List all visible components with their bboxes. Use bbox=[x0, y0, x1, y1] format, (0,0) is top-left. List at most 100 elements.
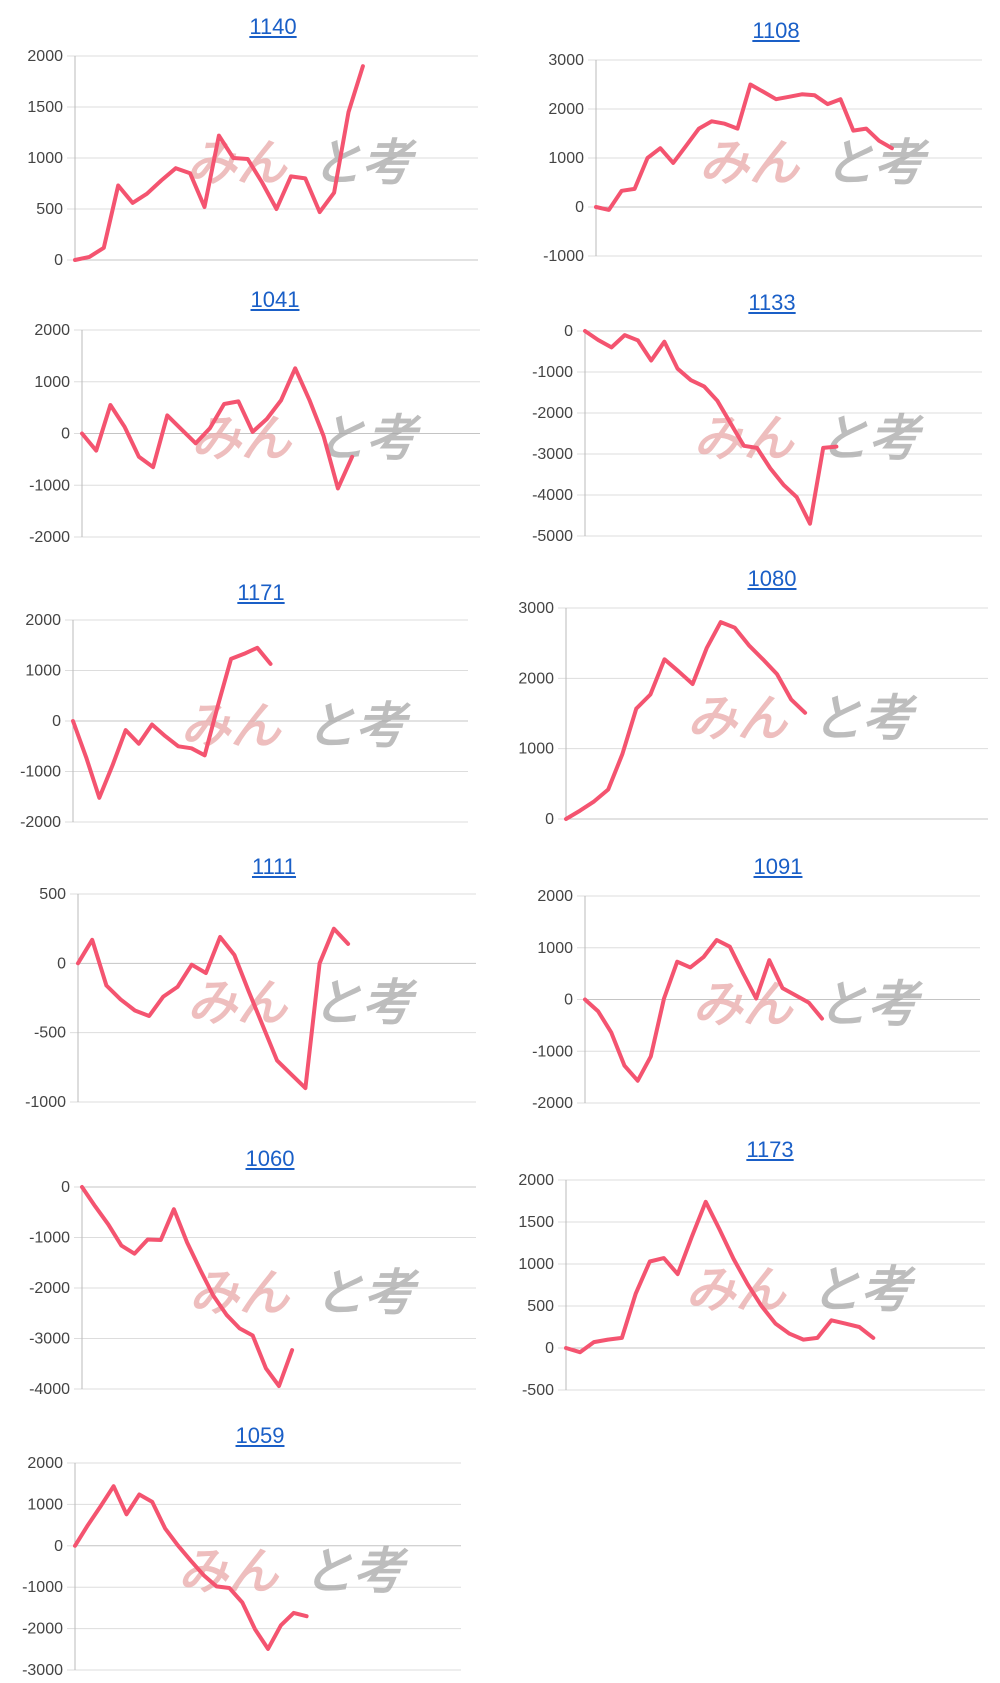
chart-title-link[interactable]: 1173 bbox=[746, 1137, 794, 1162]
series-line bbox=[71, 645, 273, 800]
y-tick-label: 1000 bbox=[34, 374, 70, 391]
y-tick-label: 1000 bbox=[537, 940, 573, 957]
y-tick-label: 0 bbox=[57, 955, 66, 972]
chart-title-link[interactable]: 1140 bbox=[249, 14, 297, 39]
watermark-logo-part1: みん bbox=[694, 410, 796, 468]
y-tick-label: 1000 bbox=[548, 150, 584, 167]
series-line bbox=[564, 1199, 876, 1355]
watermark-logo-part1: みん bbox=[181, 697, 283, 755]
watermark-logo-part1: みん bbox=[699, 134, 801, 192]
y-tick-label: 2000 bbox=[27, 1455, 63, 1472]
watermark-logo-part1: みん bbox=[687, 690, 789, 748]
y-tick-label: 500 bbox=[39, 886, 66, 903]
y-tick-label: -2000 bbox=[532, 405, 573, 422]
y-tick-label: 3000 bbox=[548, 52, 584, 69]
y-tick-label: 2000 bbox=[27, 48, 63, 65]
watermark-logo-part2: と考 bbox=[824, 134, 930, 192]
y-tick-label: 1500 bbox=[27, 99, 63, 116]
watermark-logo-part2: と考 bbox=[306, 697, 412, 755]
y-tick-label: 0 bbox=[54, 252, 63, 269]
watermark-logo-part1: みん bbox=[191, 410, 293, 468]
y-tick-label: 0 bbox=[52, 713, 61, 730]
chart-title-link[interactable]: 1171 bbox=[237, 580, 285, 605]
chart-title-link[interactable]: 1111 bbox=[251, 854, 297, 879]
series-line bbox=[73, 1484, 309, 1651]
chart-title-link[interactable]: 1060 bbox=[245, 1146, 295, 1171]
y-tick-label: 3000 bbox=[518, 600, 554, 617]
chart-title-link[interactable]: 1041 bbox=[250, 287, 300, 312]
y-tick-label: -1000 bbox=[532, 1043, 573, 1060]
y-tick-label: -1000 bbox=[29, 477, 70, 494]
y-tick-label: -1000 bbox=[29, 1230, 70, 1247]
series-line bbox=[564, 620, 808, 821]
y-tick-label: -2000 bbox=[532, 1095, 573, 1112]
watermark-logo-part2: と考 bbox=[316, 410, 422, 468]
y-tick-label: -1000 bbox=[25, 1094, 66, 1111]
watermark-logo-part1: みん bbox=[187, 974, 289, 1032]
watermark-logo-part1: みん bbox=[686, 1261, 788, 1319]
y-tick-label: 0 bbox=[564, 323, 573, 340]
watermark-logo-part2: と考 bbox=[812, 690, 918, 748]
y-tick-label: -2000 bbox=[29, 1280, 70, 1297]
chart-title-link[interactable]: 1108 bbox=[752, 18, 800, 43]
y-tick-label: -500 bbox=[522, 1382, 554, 1399]
y-tick-label: -4000 bbox=[29, 1381, 70, 1398]
y-tick-label: 2000 bbox=[518, 1172, 554, 1189]
series-line bbox=[80, 366, 355, 491]
chart-title-link[interactable]: 1133 bbox=[748, 290, 796, 315]
y-tick-label: -2000 bbox=[20, 814, 61, 831]
chart-title-link[interactable]: 1091 bbox=[753, 854, 803, 879]
y-tick-label: -4000 bbox=[532, 487, 573, 504]
watermark-logo-part2: と考 bbox=[303, 1543, 409, 1601]
y-tick-label: -2000 bbox=[29, 529, 70, 546]
y-tick-label: 0 bbox=[545, 1340, 554, 1357]
watermark-logo-part2: と考 bbox=[811, 1261, 917, 1319]
watermark-logo-part1: みん bbox=[189, 1264, 291, 1322]
chart-title-link[interactable]: 1080 bbox=[747, 566, 797, 591]
y-tick-label: 500 bbox=[36, 201, 63, 218]
series-line bbox=[76, 926, 351, 1091]
y-tick-label: 0 bbox=[61, 426, 70, 443]
watermark-logo-part2: と考 bbox=[312, 134, 418, 192]
series-line bbox=[583, 329, 839, 526]
y-tick-label: -2000 bbox=[22, 1621, 63, 1638]
y-tick-label: 1000 bbox=[27, 1496, 63, 1513]
chart-title-link[interactable]: 1059 bbox=[235, 1423, 285, 1448]
y-tick-label: 0 bbox=[545, 811, 554, 828]
y-tick-label: 0 bbox=[575, 199, 584, 216]
watermark-logo-part1: みん bbox=[178, 1543, 280, 1601]
y-tick-label: -1000 bbox=[543, 248, 584, 265]
watermark-logo-part1: みん bbox=[187, 134, 289, 192]
y-tick-label: 1500 bbox=[518, 1214, 554, 1231]
watermark-logo-part2: と考 bbox=[818, 976, 924, 1034]
y-tick-label: -5000 bbox=[532, 528, 573, 545]
y-tick-label: 2000 bbox=[537, 888, 573, 905]
y-tick-label: 0 bbox=[61, 1179, 70, 1196]
y-tick-label: 1000 bbox=[27, 150, 63, 167]
y-tick-label: -3000 bbox=[29, 1331, 70, 1348]
y-tick-label: -1000 bbox=[20, 764, 61, 781]
y-tick-label: -3000 bbox=[532, 446, 573, 463]
series-line bbox=[80, 1185, 295, 1388]
watermark-logo-part1: みん bbox=[693, 976, 795, 1034]
watermark-logo-part2: と考 bbox=[819, 410, 925, 468]
series-line bbox=[73, 64, 365, 262]
watermark-logo-part2: と考 bbox=[312, 974, 418, 1032]
y-tick-label: 2000 bbox=[25, 612, 61, 629]
y-tick-label: -500 bbox=[34, 1025, 66, 1042]
y-tick-label: 1000 bbox=[518, 741, 554, 758]
series-line bbox=[594, 82, 894, 212]
y-tick-label: 1000 bbox=[25, 663, 61, 680]
y-tick-label: -1000 bbox=[22, 1579, 63, 1596]
watermark-logo-part2: と考 bbox=[314, 1264, 420, 1322]
